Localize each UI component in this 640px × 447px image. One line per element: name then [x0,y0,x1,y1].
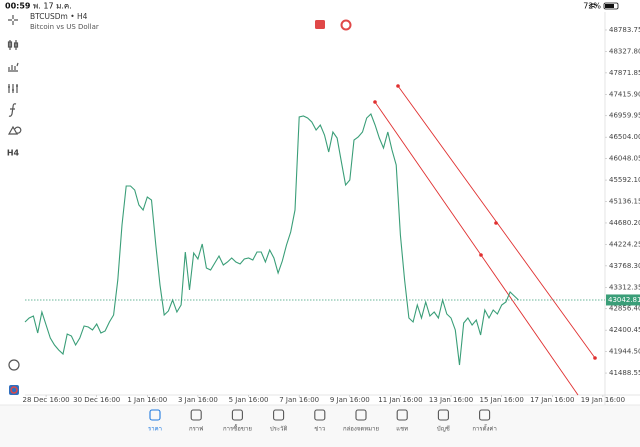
nav-item[interactable] [479,409,491,421]
trend-handle[interactable] [494,221,498,225]
one-click-trading[interactable] [315,20,325,29]
y-tick-label: 41944.50 [609,348,640,356]
left-toolbar: H4 [7,15,22,395]
trend-lines [373,84,597,396]
x-tick-label: 3 Jan 16:00 [178,396,218,404]
nav-item[interactable] [149,409,161,421]
y-tick-label: 46504.00 [609,133,640,141]
x-tick-label: 7 Jan 16:00 [279,396,319,404]
bottom-nav [0,405,640,447]
y-tick-label: 48783.75 [609,26,640,34]
x-tick-label: 9 Jan 16:00 [330,396,370,404]
nav-label: การซื้อขาย [223,423,252,433]
x-tick-label: 15 Jan 16:00 [479,396,523,404]
nav-icon [437,409,449,421]
nav-item[interactable] [231,409,243,421]
battery-level: 72% [583,2,601,11]
price-line [24,113,519,366]
nav-label: การตั้งค่า [472,423,496,433]
nav-label: แชท [396,426,408,433]
gauge-tool[interactable] [8,359,20,371]
last-price-box [606,294,640,306]
nav-label: ข่าว [314,426,325,433]
nav-icon [396,409,408,421]
x-tick-label: 19 Jan 16:00 [581,396,625,404]
x-tick-label: 13 Jan 16:00 [429,396,473,404]
y-tick-label: 41488.55 [609,369,640,377]
x-tick-label: 30 Dec 16:00 [73,396,120,404]
objects-tool[interactable] [7,125,22,135]
nav-label: ประวัติ [270,426,288,433]
trend-handle[interactable] [593,356,597,360]
nav-label: กล่องจดหมาย [343,426,379,433]
y-tick-label: 43312.35 [609,283,640,291]
indicator-button[interactable] [340,19,352,31]
x-tick-label: 5 Jan 16:00 [229,396,269,404]
nav-label: กราฟ [189,426,203,433]
y-tick-label: 46959.95 [609,112,640,120]
timeframe-button[interactable]: H4 [7,149,20,158]
indicators-tool[interactable] [8,62,19,72]
wifi-icon [588,3,598,8]
nav-icon [149,409,161,421]
nav-icon [479,409,491,421]
chart-type-tool[interactable] [7,40,19,50]
nav-icon [273,409,285,421]
y-tick-label: 44224.25 [609,240,640,248]
y-tick-label: 47871.85 [609,69,640,77]
nav-item[interactable] [273,409,285,421]
nav-icon [355,409,367,421]
battery-fill [605,4,614,8]
nav-icon [314,409,326,421]
nav-label: ราคา [148,426,162,433]
settings-tool[interactable] [8,84,18,93]
y-tick-label: 42400.45 [609,326,640,334]
nav-item[interactable] [437,409,449,421]
nav-item[interactable] [355,409,367,421]
x-tick-label: 1 Jan 16:00 [127,396,167,404]
battery-icon [603,2,619,10]
y-tick-label: 45592.10 [609,176,640,184]
nav-label: บัญชี [437,425,450,433]
status-date: พ. 17 ม.ค. [33,2,72,11]
nav-item[interactable] [396,409,408,421]
y-tick-label: 42856.40 [609,305,640,313]
x-tick-label: 11 Jan 16:00 [378,396,422,404]
x-tick-label: 28 Dec 16:00 [23,396,70,404]
nav-icon [231,409,243,421]
trend-handle[interactable] [479,253,483,257]
nav-item[interactable] [314,409,326,421]
status-time: 00:59 [5,2,31,11]
function-tool[interactable] [8,103,17,117]
y-tick-label: 44680.20 [609,219,640,227]
y-tick-label: 47415.90 [609,90,640,98]
trend-handle[interactable] [396,84,400,88]
nav-item[interactable] [190,409,202,421]
symbol-description: Bitcoin vs US Dollar [30,23,99,31]
y-tick-label: 46048.05 [609,155,640,163]
trend-line[interactable] [374,101,579,396]
x-tick-label: 17 Jan 16:00 [530,396,574,404]
y-tick-label: 48327.80 [609,47,640,55]
symbol-name: BTCUSDm • H4 [30,12,88,21]
account-tool-ring [10,386,18,394]
last-price-label: 43042.81 [608,296,640,304]
y-tick-label: 43768.30 [609,262,640,270]
y-tick-label: 45136.15 [609,198,640,206]
trend-handle[interactable] [373,100,377,104]
nav-icon [190,409,202,421]
crosshair-tool[interactable] [8,15,18,25]
